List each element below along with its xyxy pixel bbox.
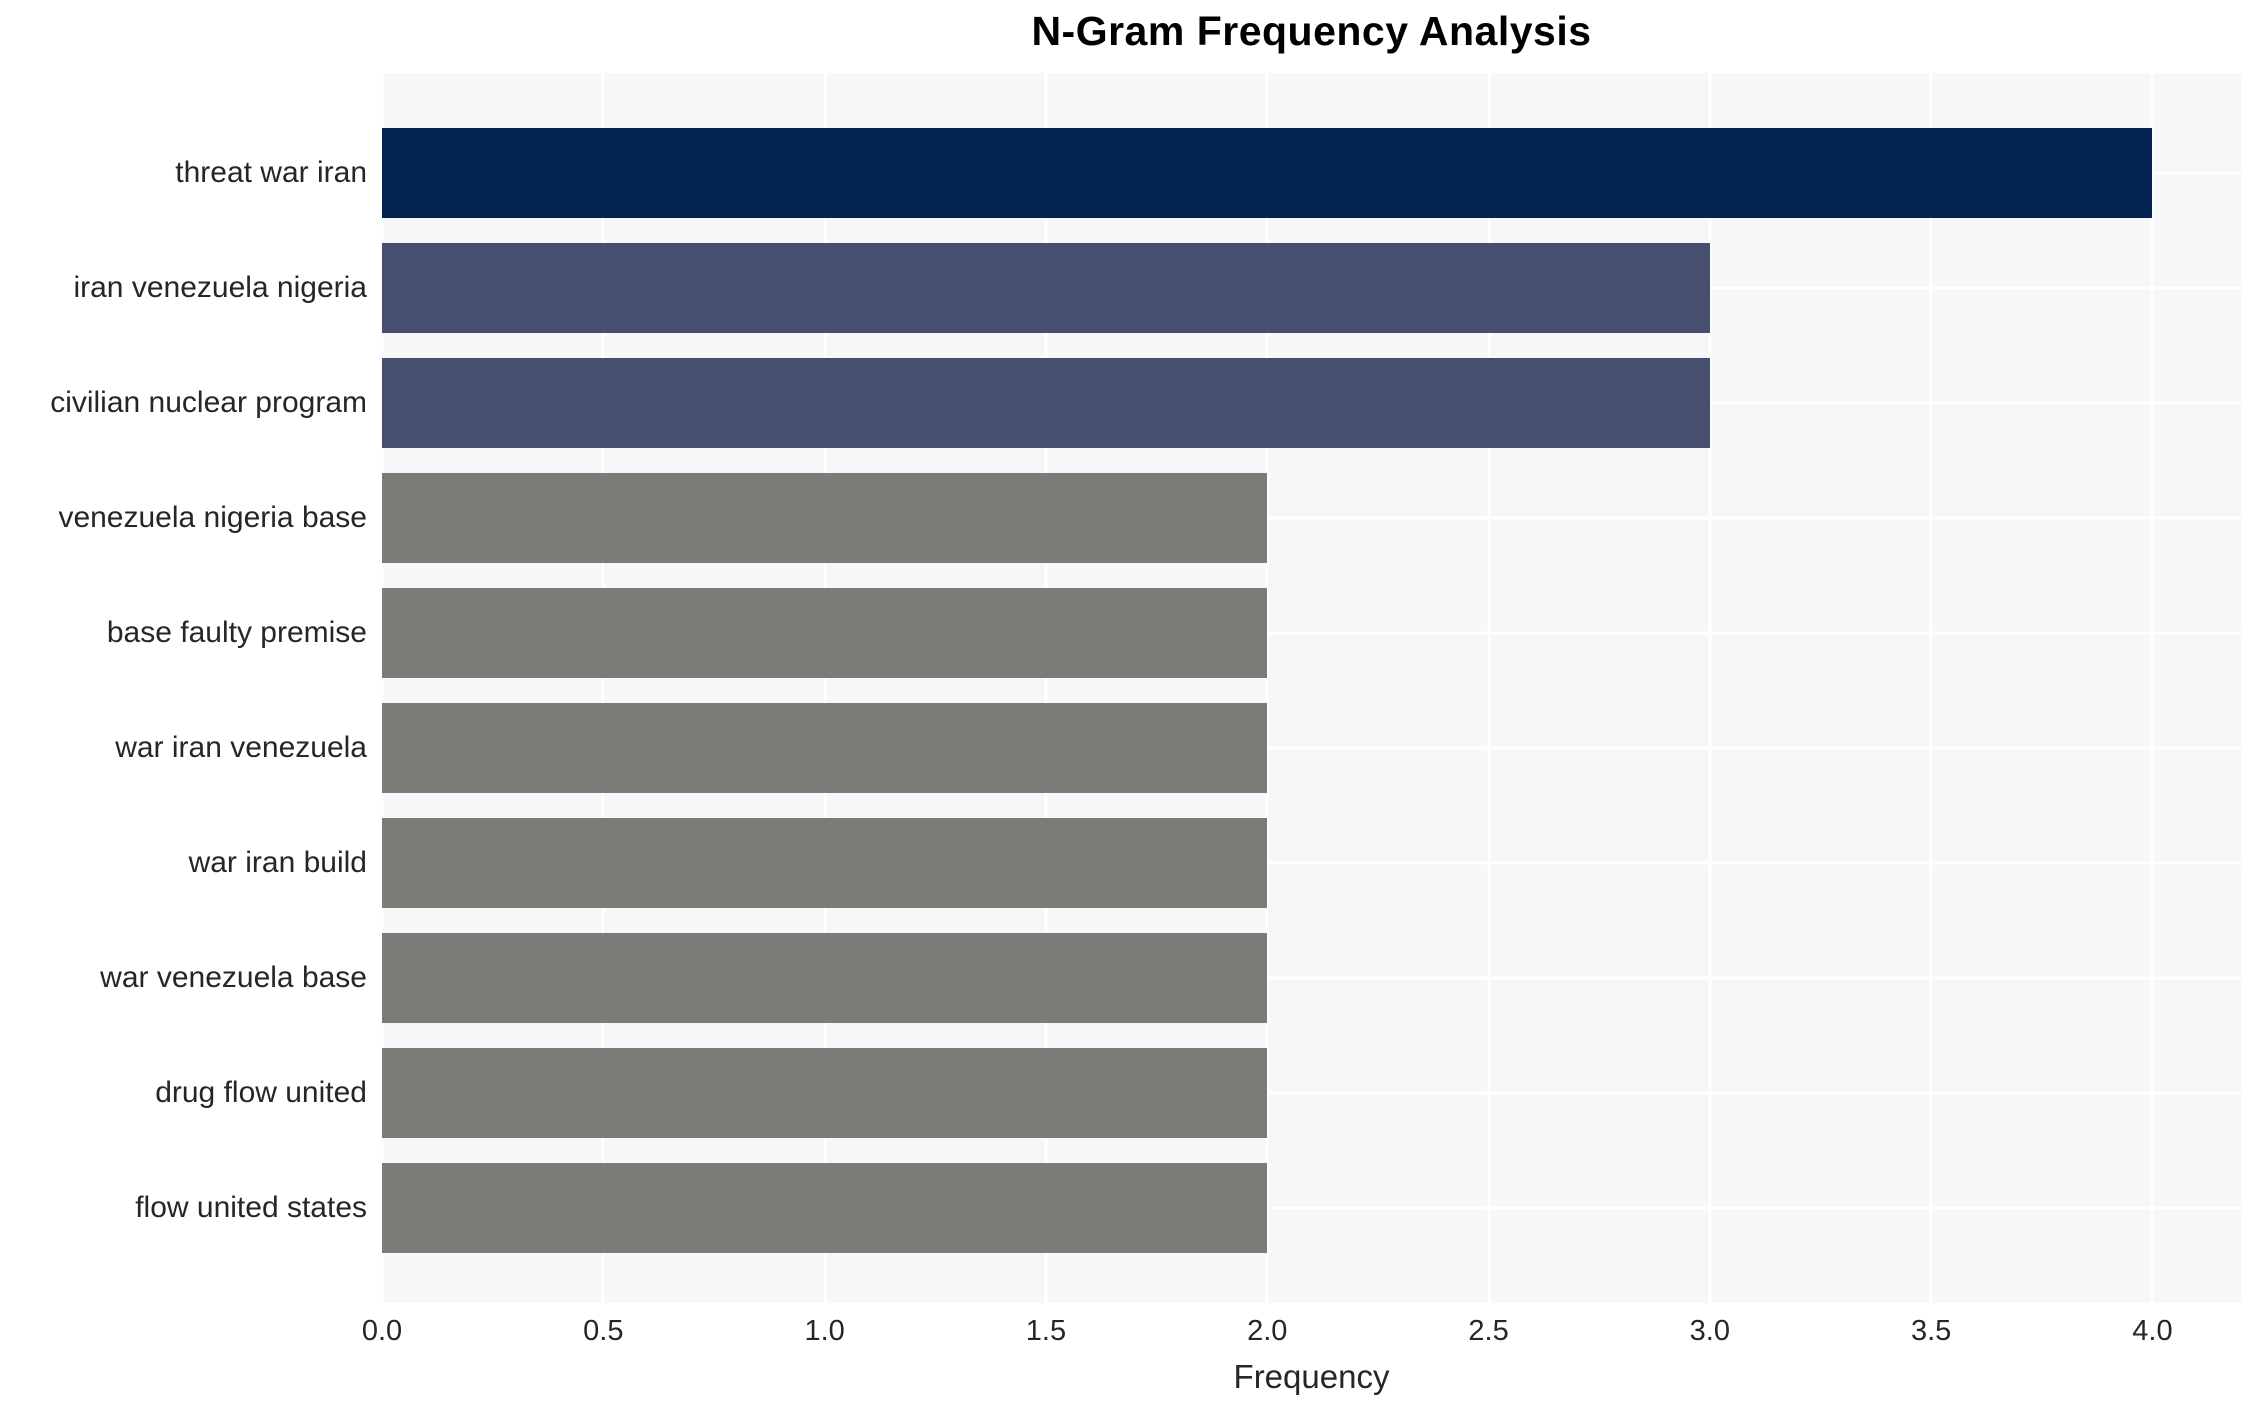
x-tick-label-0.5: 0.5 bbox=[583, 1315, 624, 1347]
y-tick-label-venezuela-nigeria-base: venezuela nigeria base bbox=[58, 501, 367, 534]
vertical-gridline bbox=[1265, 73, 1269, 1303]
vertical-gridline bbox=[1487, 73, 1491, 1303]
bar-drug-flow-united bbox=[382, 1048, 1268, 1138]
y-tick-label-base-faulty-premise: base faulty premise bbox=[106, 616, 367, 649]
y-tick-label-drug-flow-united: drug flow united bbox=[155, 1076, 367, 1109]
x-tick-label-1.0: 1.0 bbox=[804, 1315, 845, 1347]
y-tick-label-war-venezuela-base: war venezuela base bbox=[100, 961, 367, 994]
vertical-gridline bbox=[380, 73, 384, 1303]
bar-war-iran-build bbox=[382, 818, 1268, 908]
bar-venezuela-nigeria-base bbox=[382, 473, 1268, 563]
bar-civilian-nuclear-program bbox=[382, 358, 1710, 448]
vertical-gridline bbox=[1929, 73, 1933, 1303]
x-tick-label-4.0: 4.0 bbox=[2132, 1315, 2173, 1347]
horizontal-gridline bbox=[382, 1206, 2241, 1210]
x-axis-ticks: 0.0 0.5 1.0 1.5 2.0 2.5 3.0 3.5 4.0 bbox=[362, 1315, 2241, 1355]
bar-threat-war-iran bbox=[382, 128, 2153, 218]
x-tick-label-0.0: 0.0 bbox=[361, 1315, 403, 1347]
horizontal-gridline bbox=[382, 516, 2241, 520]
x-tick-label-1.5: 1.5 bbox=[1025, 1315, 1067, 1347]
y-tick-label-war-iran-venezuela: war iran venezuela bbox=[115, 731, 367, 764]
plot-area bbox=[380, 73, 2241, 1303]
bar-war-venezuela-base bbox=[382, 933, 1268, 1023]
vertical-gridline bbox=[1708, 73, 1712, 1303]
x-tick-label-2.5: 2.5 bbox=[1468, 1315, 1509, 1347]
y-tick-label-flow-united-states: flow united states bbox=[135, 1191, 367, 1224]
x-tick-label-3.0: 3.0 bbox=[1689, 1315, 1731, 1347]
horizontal-gridline bbox=[382, 861, 2241, 865]
y-tick-label-iran-venezuela-nigeria: iran venezuela nigeria bbox=[73, 271, 367, 304]
bar-iran-venezuela-nigeria bbox=[382, 243, 1710, 333]
bar-flow-united-states bbox=[382, 1163, 1268, 1253]
vertical-gridline bbox=[601, 73, 605, 1303]
horizontal-gridline bbox=[382, 1091, 2241, 1095]
y-axis-labels: threat war iran iran venezuela nigeria civ… bbox=[0, 73, 367, 1303]
x-axis-title: Frequency bbox=[1233, 1358, 1390, 1395]
y-tick-label-civilian-nuclear-program: civilian nuclear program bbox=[50, 386, 367, 419]
x-tick-label-2.0: 2.0 bbox=[1247, 1315, 1288, 1347]
chart-title: N-Gram Frequency Analysis bbox=[1031, 8, 1592, 54]
vertical-gridline bbox=[2150, 73, 2154, 1303]
horizontal-gridline bbox=[382, 976, 2241, 980]
horizontal-gridline bbox=[382, 746, 2241, 750]
x-tick-label-3.5: 3.5 bbox=[1910, 1315, 1952, 1347]
bar-war-iran-venezuela bbox=[382, 703, 1268, 793]
bar-base-faulty-premise bbox=[382, 588, 1268, 678]
y-tick-label-war-iran-build: war iran build bbox=[188, 846, 367, 879]
vertical-gridline bbox=[823, 73, 827, 1303]
vertical-gridline bbox=[1044, 73, 1048, 1303]
horizontal-gridline bbox=[382, 631, 2241, 635]
y-tick-label-threat-war-iran: threat war iran bbox=[175, 156, 367, 189]
